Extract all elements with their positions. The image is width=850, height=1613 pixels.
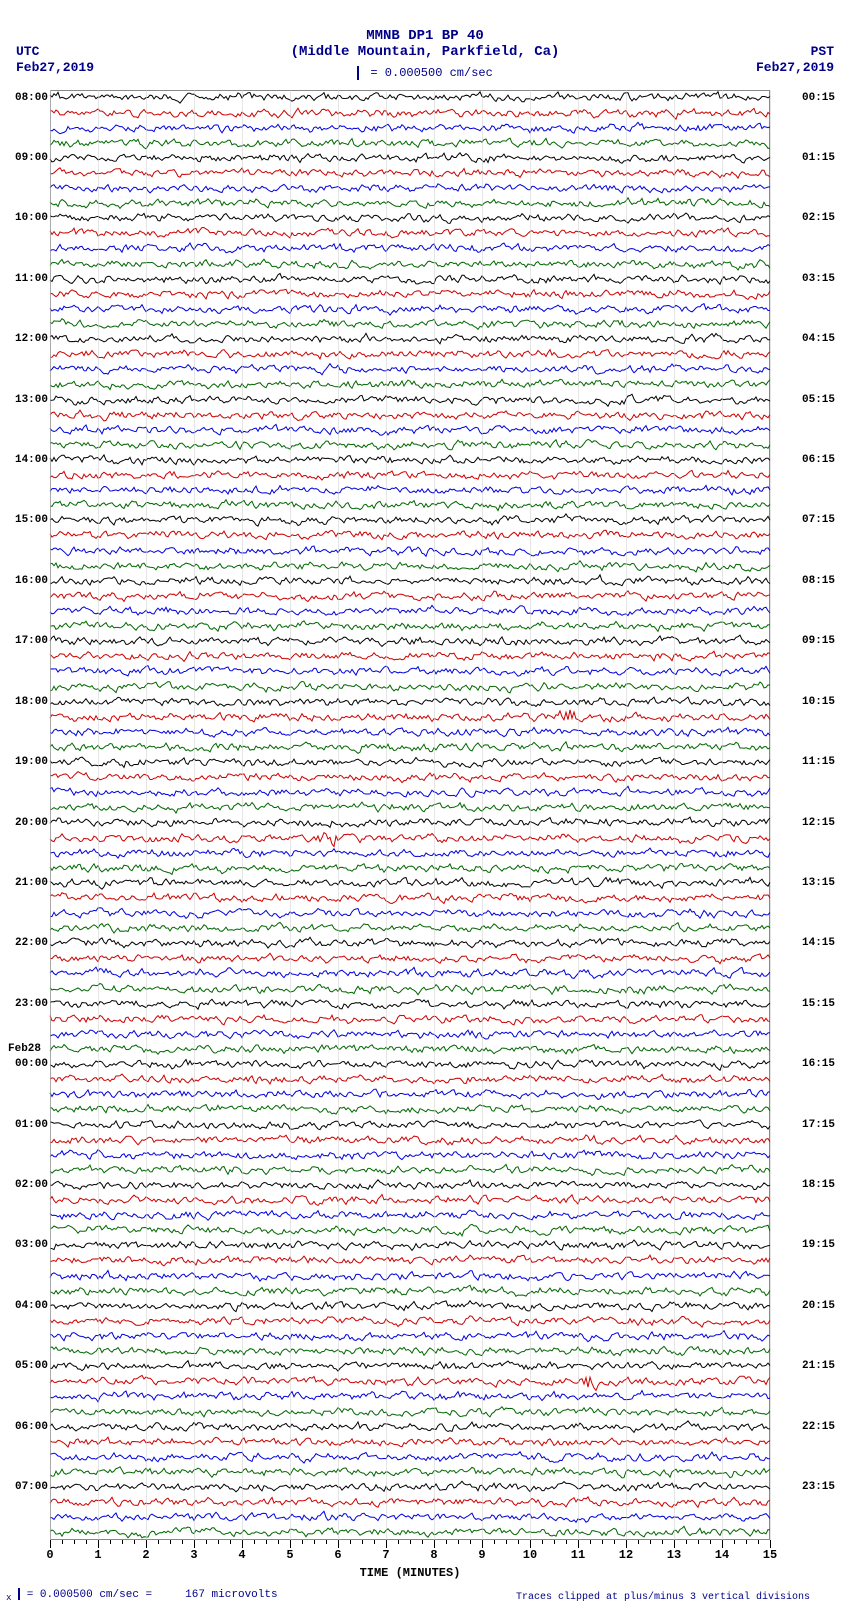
- pst-time-label: 09:15: [802, 635, 842, 647]
- pst-time-label: 23:15: [802, 1481, 842, 1493]
- pst-time-label: 10:15: [802, 696, 842, 708]
- scale-text: = 0.000500 cm/sec: [370, 66, 492, 80]
- x-tick-label: 9: [478, 1548, 485, 1562]
- top-right-tz: PST: [811, 44, 834, 59]
- utc-time-label: 19:00: [8, 756, 48, 768]
- x-tick-label: 8: [430, 1548, 437, 1562]
- utc-time-label: 08:00: [8, 92, 48, 104]
- utc-time-label: 17:00: [8, 635, 48, 647]
- footer-bar-icon: [18, 1588, 20, 1600]
- pst-time-label: 18:15: [802, 1179, 842, 1191]
- pst-time-label: 14:15: [802, 937, 842, 949]
- utc-time-label: 11:00: [8, 273, 48, 285]
- utc-time-label: 14:00: [8, 454, 48, 466]
- pst-time-label: 16:15: [802, 1058, 842, 1070]
- pst-time-label: 12:15: [802, 817, 842, 829]
- chart-title: MMNB DP1 BP 40 (Middle Mountain, Parkfie…: [0, 0, 850, 60]
- top-left-tz: UTC: [16, 44, 39, 59]
- utc-time-label: 20:00: [8, 817, 48, 829]
- pst-time-label: 22:15: [802, 1421, 842, 1433]
- pst-time-label: 15:15: [802, 998, 842, 1010]
- pst-time-label: 13:15: [802, 877, 842, 889]
- date-marker: Feb28: [8, 1043, 41, 1055]
- utc-time-label: 21:00: [8, 877, 48, 889]
- utc-time-label: 10:00: [8, 212, 48, 224]
- x-tick-label: 10: [523, 1548, 537, 1562]
- x-axis-title: TIME (MINUTES): [50, 1566, 770, 1580]
- pst-time-label: 00:15: [802, 92, 842, 104]
- footer-left: x = 0.000500 cm/sec = 167 microvolts: [6, 1588, 278, 1603]
- pst-time-label: 19:15: [802, 1239, 842, 1251]
- x-tick-label: 12: [619, 1548, 633, 1562]
- x-tick-label: 2: [142, 1548, 149, 1562]
- utc-time-label: 00:00: [8, 1058, 48, 1070]
- pst-time-label: 03:15: [802, 273, 842, 285]
- utc-time-label: 06:00: [8, 1421, 48, 1433]
- pst-time-label: 20:15: [802, 1300, 842, 1312]
- scale-indicator: = 0.000500 cm/sec: [0, 66, 850, 80]
- utc-time-label: 07:00: [8, 1481, 48, 1493]
- utc-time-label: 13:00: [8, 394, 48, 406]
- x-tick-label: 5: [286, 1548, 293, 1562]
- title-line-2: (Middle Mountain, Parkfield, Ca): [0, 44, 850, 60]
- utc-time-label: 04:00: [8, 1300, 48, 1312]
- utc-time-label: 09:00: [8, 152, 48, 164]
- x-tick-label: 3: [190, 1548, 197, 1562]
- pst-time-label: 04:15: [802, 333, 842, 345]
- pst-time-label: 08:15: [802, 575, 842, 587]
- utc-time-label: 22:00: [8, 937, 48, 949]
- x-tick-label: 6: [334, 1548, 341, 1562]
- pst-time-label: 07:15: [802, 514, 842, 526]
- utc-time-label: 03:00: [8, 1239, 48, 1251]
- x-tick-label: 0: [46, 1548, 53, 1562]
- x-tick-label: 11: [571, 1548, 585, 1562]
- footer-right: Traces clipped at plus/minus 3 vertical …: [516, 1592, 810, 1603]
- x-tick-label: 13: [667, 1548, 681, 1562]
- utc-time-label: 02:00: [8, 1179, 48, 1191]
- utc-time-label: 18:00: [8, 696, 48, 708]
- top-left-date: Feb27,2019: [16, 60, 94, 75]
- utc-time-label: 23:00: [8, 998, 48, 1010]
- pst-time-label: 11:15: [802, 756, 842, 768]
- pst-time-label: 05:15: [802, 394, 842, 406]
- utc-time-label: 12:00: [8, 333, 48, 345]
- title-line-1: MMNB DP1 BP 40: [0, 28, 850, 44]
- pst-time-label: 01:15: [802, 152, 842, 164]
- footer-left-post: 167 microvolts: [185, 1589, 277, 1601]
- utc-time-label: 01:00: [8, 1119, 48, 1131]
- x-tick-label: 14: [715, 1548, 729, 1562]
- top-right-date: Feb27,2019: [756, 60, 834, 75]
- pst-time-label: 02:15: [802, 212, 842, 224]
- utc-time-label: 15:00: [8, 514, 48, 526]
- x-tick-label: 1: [94, 1548, 101, 1562]
- pst-time-label: 21:15: [802, 1360, 842, 1372]
- x-labels-container: 0123456789101112131415: [50, 1548, 770, 1568]
- x-tick-label: 4: [238, 1548, 245, 1562]
- x-tick-label: 15: [763, 1548, 777, 1562]
- utc-time-label: 05:00: [8, 1360, 48, 1372]
- x-tick-label: 7: [382, 1548, 389, 1562]
- pst-time-label: 06:15: [802, 454, 842, 466]
- utc-time-label: 16:00: [8, 575, 48, 587]
- pst-time-label: 17:15: [802, 1119, 842, 1131]
- footer-left-pre: = 0.000500 cm/sec =: [27, 1589, 152, 1601]
- scale-bar-icon: [357, 66, 359, 80]
- x-tick-row: [50, 1540, 770, 1548]
